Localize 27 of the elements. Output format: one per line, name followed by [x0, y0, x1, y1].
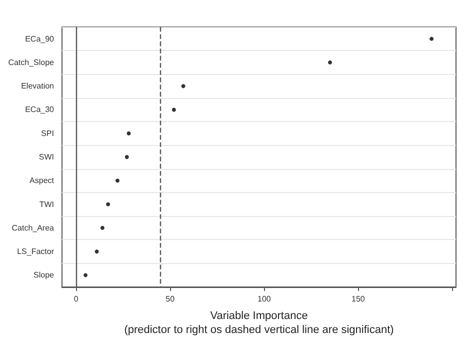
y-tick-label: ECa_30: [25, 105, 55, 114]
x-axis-title: Variable Importance (predictor to right os dashed vertical line are significant): [124, 310, 394, 336]
point: [100, 226, 104, 230]
point: [172, 108, 176, 112]
point: [430, 36, 434, 41]
point: [84, 273, 88, 278]
y-tick-label: Catch_Slope: [8, 58, 55, 67]
y-tick-label: SPI: [41, 128, 54, 138]
point: [124, 155, 129, 159]
x-tick-label: 100: [257, 294, 272, 304]
y-tick-label: Elevation: [21, 82, 54, 91]
x-tick-label: 0: [74, 294, 79, 304]
point: [94, 250, 99, 254]
x-tick-label: 150: [352, 294, 366, 304]
y-tick-label: LS_Factor: [17, 247, 54, 256]
point: [126, 131, 131, 136]
y-tick-label: ECa_90: [25, 34, 55, 44]
y-tick-label: Slope: [34, 270, 55, 280]
y-tick-label: SWI: [38, 152, 54, 162]
y-tick-label: TWI: [39, 200, 54, 209]
point: [106, 202, 110, 206]
x-tick-label: 50: [166, 294, 176, 304]
point: [328, 60, 332, 64]
y-tick-label: Aspect: [30, 176, 55, 186]
y-tick-label: Catch_Area: [12, 223, 55, 232]
point: [115, 178, 120, 183]
point: [181, 84, 186, 88]
